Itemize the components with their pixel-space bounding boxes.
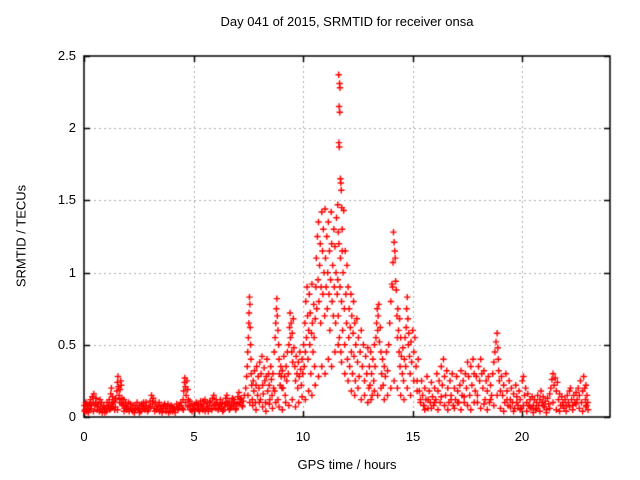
y-axis-label: SRMTID / TECUs — [13, 184, 29, 288]
x-axis-label: GPS time / hours — [297, 457, 397, 472]
chart-title: Day 041 of 2015, SRMTID for receiver ons… — [220, 14, 474, 29]
x-tick-label: 0 — [80, 429, 88, 444]
y-tick-label: 2 — [68, 120, 76, 135]
x-tick-label: 20 — [514, 429, 530, 444]
x-tick-label: 15 — [405, 429, 421, 444]
y-tick-label: 1 — [68, 265, 76, 280]
x-tick-label: 5 — [190, 429, 198, 444]
y-tick-label: 0 — [68, 409, 76, 424]
y-tick-label: 0.5 — [57, 337, 76, 352]
y-tick-label: 2.5 — [57, 48, 76, 63]
y-tick-label: 1.5 — [57, 192, 76, 207]
x-tick-label: 10 — [295, 429, 311, 444]
